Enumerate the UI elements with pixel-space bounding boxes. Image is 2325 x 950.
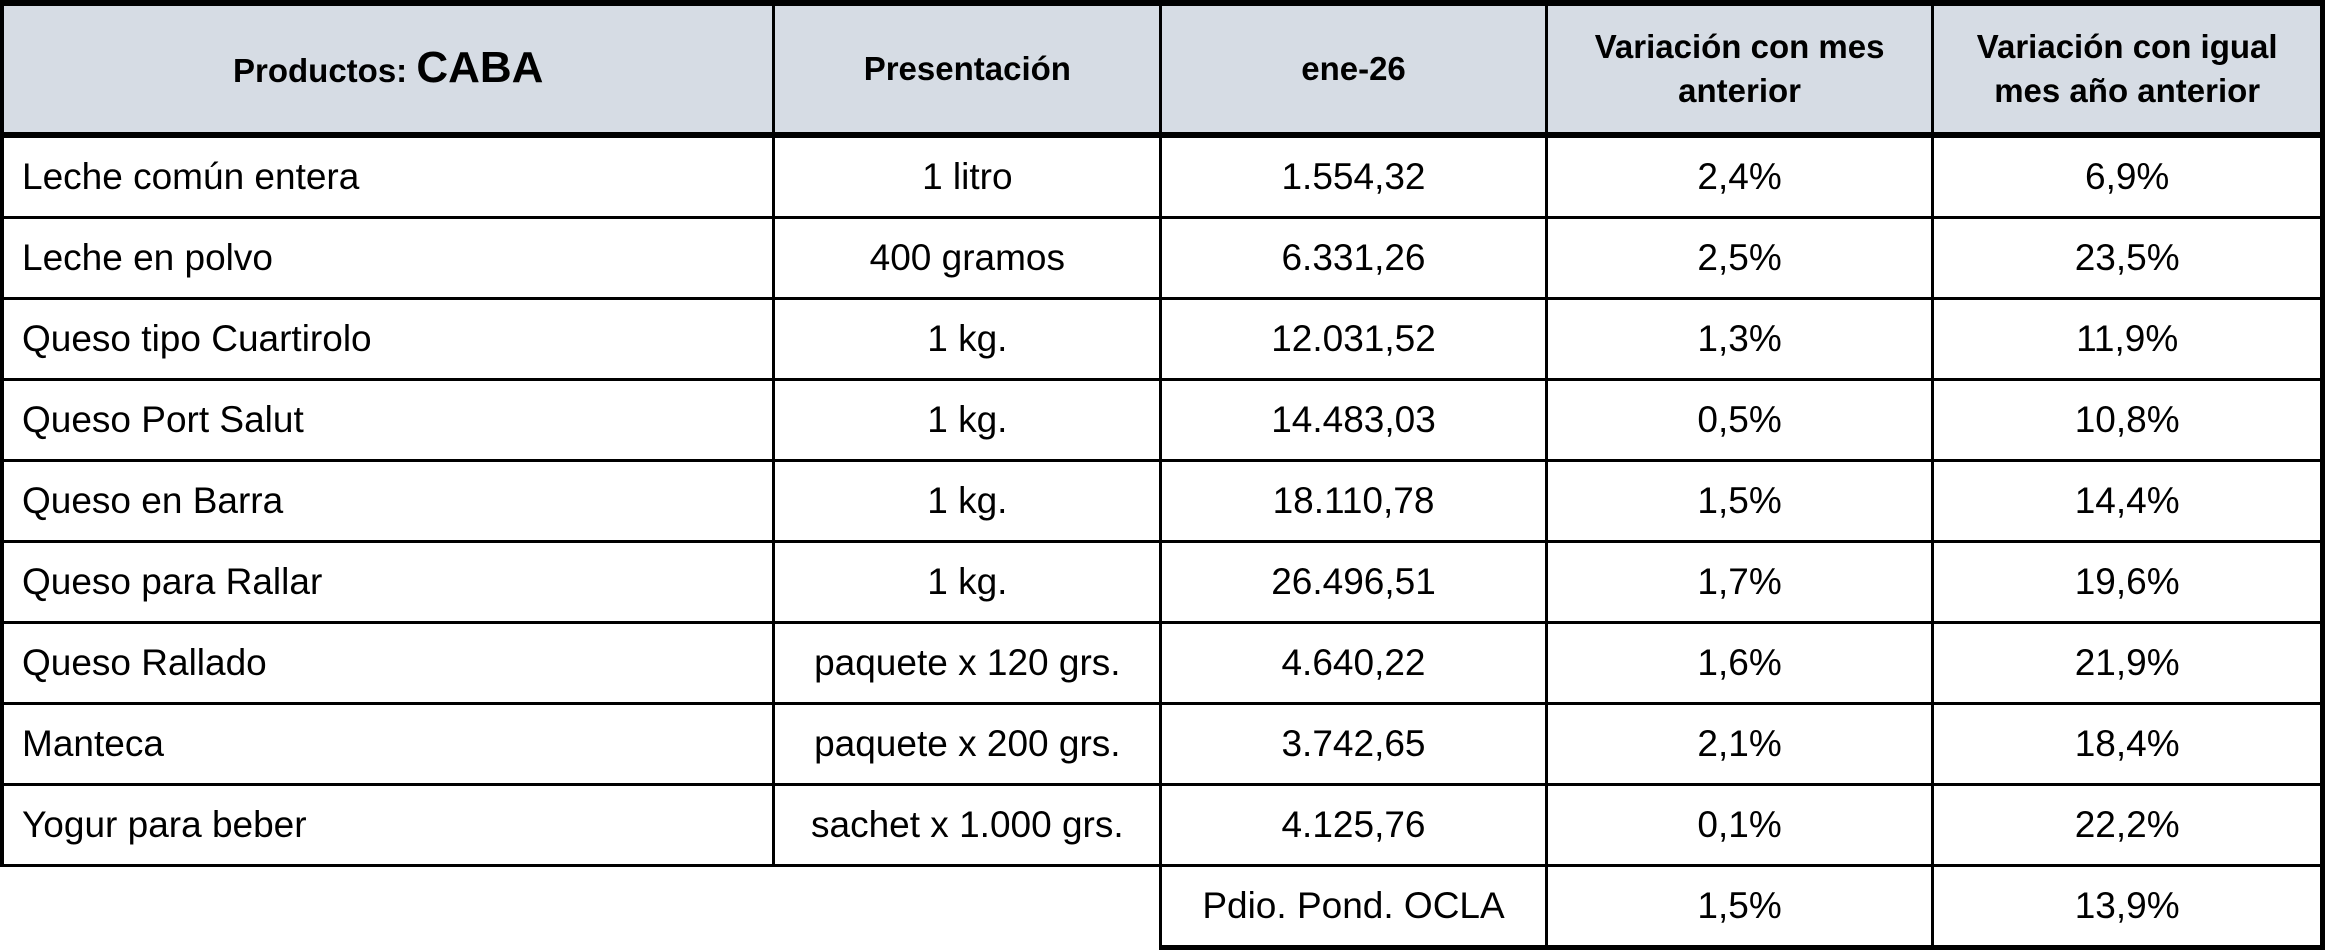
footer-row: Pdio. Pond. OCLA 1,5% 13,9% (2, 864, 2325, 950)
price-cell: 6.331,26 (1159, 216, 1548, 300)
region-label: CABA (416, 42, 544, 92)
table-row: Queso en Barra 1 kg. 18.110,78 1,5% 14,4% (0, 459, 2325, 543)
header-month: ene-26 (1159, 0, 1548, 138)
products-label: Productos: (233, 51, 408, 89)
table-row: Queso para Rallar 1 kg. 26.496,51 1,7% 19,6% (0, 540, 2325, 624)
header-products: Productos: CABA (0, 0, 776, 138)
var-year-cell: 18,4% (1931, 702, 2325, 786)
header-presentation: Presentación (772, 0, 1163, 138)
var-year-cell: 14,4% (1931, 459, 2325, 543)
table-row: Leche en polvo 400 gramos 6.331,26 2,5% 23,5… (0, 216, 2325, 300)
presentation-cell: 1 kg. (772, 297, 1163, 381)
presentation-cell: 1 kg. (772, 378, 1163, 462)
price-cell: 3.742,65 (1159, 702, 1548, 786)
price-cell: 14.483,03 (1159, 378, 1548, 462)
presentation-cell: 400 gramos (772, 216, 1163, 300)
var-month-cell: 0,5% (1544, 378, 1935, 462)
footer-var-month: 1,5% (1544, 864, 1935, 950)
product-cell: Leche común entera (0, 133, 776, 219)
product-cell: Queso para Rallar (0, 540, 776, 624)
header-var-year-line1: Variación con igual (1976, 28, 2278, 65)
footer-empty (2, 864, 1161, 948)
footer-var-year: 13,9% (1931, 864, 2325, 950)
var-year-cell: 10,8% (1931, 378, 2325, 462)
price-cell: 26.496,51 (1159, 540, 1548, 624)
header-var-month-line2: anterior (1678, 72, 1802, 109)
header-var-year-line2: mes año anterior (1994, 72, 2261, 109)
footer-label: Pdio. Pond. OCLA (1159, 864, 1548, 950)
var-year-cell: 11,9% (1931, 297, 2325, 381)
var-month-cell: 1,3% (1544, 297, 1935, 381)
presentation-cell: paquete x 120 grs. (772, 621, 1163, 705)
var-month-cell: 2,4% (1544, 133, 1935, 219)
presentation-cell: 1 litro (772, 133, 1163, 219)
product-cell: Queso Rallado (0, 621, 776, 705)
var-month-cell: 1,6% (1544, 621, 1935, 705)
price-cell: 1.554,32 (1159, 133, 1548, 219)
var-year-cell: 21,9% (1931, 621, 2325, 705)
price-cell: 4.125,76 (1159, 783, 1548, 867)
presentation-cell: 1 kg. (772, 540, 1163, 624)
var-month-cell: 1,5% (1544, 459, 1935, 543)
var-month-cell: 1,7% (1544, 540, 1935, 624)
var-month-cell: 0,1% (1544, 783, 1935, 867)
price-cell: 4.640,22 (1159, 621, 1548, 705)
var-year-cell: 6,9% (1931, 133, 2325, 219)
header-var-month-line1: Variación con mes (1594, 28, 1885, 65)
table-row: Queso tipo Cuartirolo 1 kg. 12.031,52 1,3% 1… (0, 297, 2325, 381)
product-cell: Manteca (0, 702, 776, 786)
table-row: Queso Rallado paquete x 120 grs. 4.640,22 1… (0, 621, 2325, 705)
table-row: Manteca paquete x 200 grs. 3.742,65 2,1% 18,… (0, 702, 2325, 786)
var-year-cell: 22,2% (1931, 783, 2325, 867)
header-row: Productos: CABA Presentación ene-26 Vari… (0, 0, 2325, 138)
product-cell: Queso tipo Cuartirolo (0, 297, 776, 381)
price-cell: 12.031,52 (1159, 297, 1548, 381)
header-var-month: Variación con mes anterior (1544, 0, 1935, 138)
table-row: Yogur para beber sachet x 1.000 grs. 4.125… (0, 783, 2325, 867)
product-cell: Queso Port Salut (0, 378, 776, 462)
price-cell: 18.110,78 (1159, 459, 1548, 543)
var-year-cell: 19,6% (1931, 540, 2325, 624)
presentation-cell: 1 kg. (772, 459, 1163, 543)
var-year-cell: 23,5% (1931, 216, 2325, 300)
product-cell: Yogur para beber (0, 783, 776, 867)
presentation-cell: paquete x 200 grs. (772, 702, 1163, 786)
var-month-cell: 2,1% (1544, 702, 1935, 786)
presentation-cell: sachet x 1.000 grs. (772, 783, 1163, 867)
header-var-year: Variación con igual mes año anterior (1931, 0, 2325, 138)
product-cell: Queso en Barra (0, 459, 776, 543)
table-row: Leche común entera 1 litro 1.554,32 2,4% 6,9… (0, 133, 2325, 219)
table-row: Queso Port Salut 1 kg. 14.483,03 0,5% 10,8% (0, 378, 2325, 462)
product-cell: Leche en polvo (0, 216, 776, 300)
var-month-cell: 2,5% (1544, 216, 1935, 300)
